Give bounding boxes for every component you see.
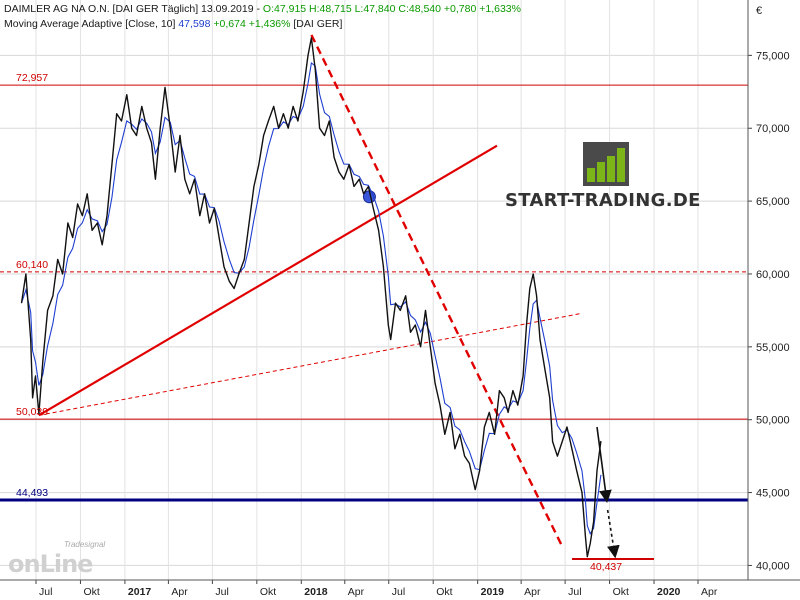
grid xyxy=(0,0,748,580)
x-tick-label: Apr xyxy=(701,586,718,598)
level-label: 40,437 xyxy=(590,561,622,573)
tradesignal-watermark: Tradesignal onLine xyxy=(6,540,116,580)
x-tick-label: Jul xyxy=(392,586,405,598)
y-tick-label: 65,000 xyxy=(756,196,790,208)
level-label: 50,039 xyxy=(16,406,48,418)
x-tick-label: 2020 xyxy=(657,586,681,598)
start-trading-logo: START-TRADING.DE xyxy=(505,142,715,212)
downtrend-line xyxy=(310,34,564,548)
watermark-big: onLine xyxy=(8,550,93,578)
x-tick-label: Apr xyxy=(348,586,365,598)
currency-symbol: € xyxy=(756,5,762,17)
axes xyxy=(0,0,800,584)
moving-average-series xyxy=(20,61,602,535)
y-tick-labels: 75,000 70,000 65,000 60,000 55,000 50,000 45,0… xyxy=(756,5,790,572)
level-label: 60,140 xyxy=(16,259,48,271)
indicator-value: 47,598 xyxy=(178,18,211,30)
indicator-name: Moving Average Adaptive [Close, 10] xyxy=(4,18,176,30)
y-tick-label: 75,000 xyxy=(756,50,790,62)
x-tick-label: Okt xyxy=(83,586,99,598)
x-tick-label: Apr xyxy=(171,586,188,598)
x-tick-label: Okt xyxy=(613,586,629,598)
moving-average-line xyxy=(20,61,602,535)
indicator-change: +0,674 +1,436% xyxy=(213,18,291,30)
price-line xyxy=(20,37,602,558)
y-tick-label: 50,000 xyxy=(756,415,790,427)
x-tick-label: Apr xyxy=(524,586,541,598)
watermark-small: Tradesignal xyxy=(64,540,106,549)
secondary-trend-line xyxy=(38,312,583,416)
x-tick-label: Okt xyxy=(260,586,276,598)
price-series xyxy=(20,37,602,558)
level-label: 72,957 xyxy=(16,72,48,84)
y-tick-label: 45,000 xyxy=(756,488,790,500)
x-tick-label: Jul xyxy=(39,586,52,598)
logo-chart-icon xyxy=(583,142,629,186)
x-tick-label: 2019 xyxy=(481,586,505,598)
logo-text: START-TRADING.DE xyxy=(505,190,701,211)
x-tick-label: Okt xyxy=(436,586,452,598)
level-labels: 72,957 60,140 50,039 44,493 40,437 xyxy=(16,72,622,573)
chart-header-line-2: Moving Average Adaptive [Close, 10] 47,5… xyxy=(4,18,342,30)
uptrend-line xyxy=(38,144,498,417)
chart-title: DAIMLER AG NA O.N. [DAI GER Täglich] 13.… xyxy=(4,3,260,15)
x-tick-label: 2017 xyxy=(128,586,152,598)
level-lines xyxy=(0,84,748,561)
y-tick-label: 70,000 xyxy=(756,123,790,135)
chart-header-line-1: DAIMLER AG NA O.N. [DAI GER Täglich] 13.… xyxy=(4,3,521,15)
indicator-suffix: [DAI GER] xyxy=(293,18,343,30)
y-tick-label: 40,000 xyxy=(756,560,790,572)
y-tick-label: 60,000 xyxy=(756,269,790,281)
trend-lines xyxy=(38,34,583,548)
x-tick-label: Jul xyxy=(568,586,581,598)
projection-arrow-dashed xyxy=(606,509,620,559)
projection-arrows xyxy=(596,426,620,559)
x-tick-label: 2018 xyxy=(304,586,328,598)
x-tick-label: Jul xyxy=(215,586,228,598)
y-tick-label: 55,000 xyxy=(756,342,790,354)
x-tick-labels: Jul Okt 2017 Apr Jul Okt 2018 Apr Jul Okt 2019 Apr J… xyxy=(39,586,718,598)
level-label: 44,493 xyxy=(16,487,48,499)
projection-arrow-solid xyxy=(596,426,612,504)
ohlc-values: O:47,915 H:48,715 L:47,840 C:48,540 +0,7… xyxy=(262,3,521,15)
